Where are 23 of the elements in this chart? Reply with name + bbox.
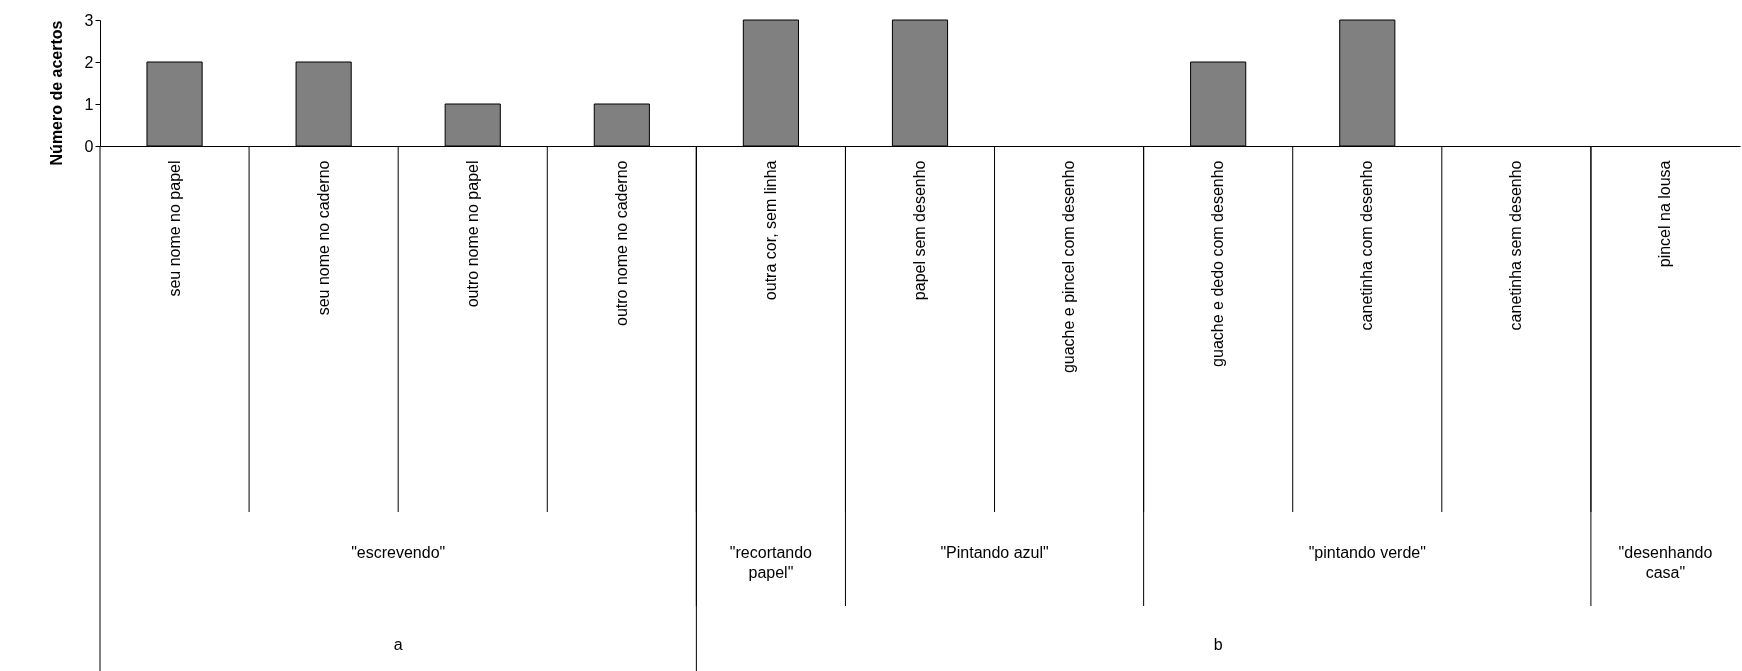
text: b (1213, 636, 1223, 653)
text: "Pintando azul" (940, 544, 1049, 561)
text: a (393, 636, 403, 653)
x-tick-label: outro nome no papel (463, 160, 481, 308)
y-tick-label: 3 (84, 11, 94, 29)
text: "escrevendo" (351, 544, 446, 561)
x-tick-label: seu nome no caderno (314, 160, 332, 316)
text: "desenhando casa" (1618, 544, 1713, 581)
x-tick-label: pincel na lousa (1656, 160, 1674, 268)
y-tick-label: 0 (84, 137, 94, 155)
text: "pintando verde" (1308, 544, 1426, 561)
x-tick-label: canetinha com desenho (1358, 160, 1376, 331)
x-tick-label: seu nome no papel (165, 160, 183, 297)
x-tick-label: canetinha sem desenho (1507, 160, 1525, 331)
x-tick-label: guache e pincel com desenho (1060, 160, 1078, 374)
x-tick-label: guache e dedo com desenho (1209, 160, 1227, 367)
y-axis-title: Número de acertos (47, 20, 65, 166)
text: "recortando papel" (729, 544, 813, 581)
x-tick-label: papel sem desenho (911, 160, 928, 301)
x-tick-label: outro nome no caderno (612, 160, 630, 326)
y-tick-label: 2 (84, 53, 94, 71)
y-tick-label: 1 (84, 95, 94, 113)
x-tick-label: outra cor, sem linha (761, 160, 779, 301)
